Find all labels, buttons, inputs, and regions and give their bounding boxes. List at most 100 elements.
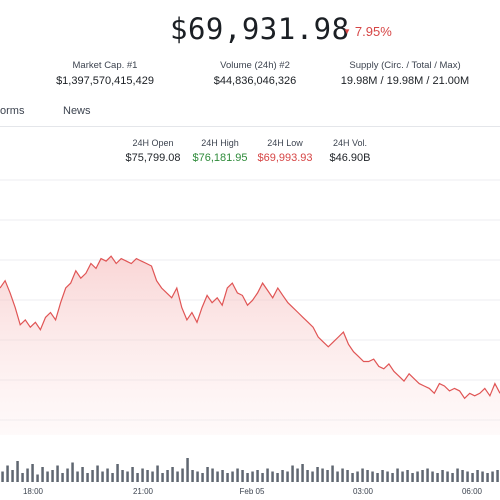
volume-bar <box>471 473 474 482</box>
stat-value: $44,836,046,326 <box>213 75 297 87</box>
volume-bar <box>146 470 149 482</box>
volume-bar <box>131 467 134 482</box>
volume-bars <box>1 458 499 482</box>
volume-bar <box>171 467 174 482</box>
volume-bar <box>36 474 39 482</box>
volume-bar <box>366 470 369 482</box>
volume-bar <box>221 470 224 482</box>
x-tick-label: 21:00 <box>133 487 154 496</box>
volume-bar <box>306 470 309 482</box>
volume-bar <box>446 471 449 482</box>
volume-bar <box>256 470 259 482</box>
volume-bar <box>461 470 464 482</box>
volume-bar <box>66 468 69 482</box>
volume-bar <box>206 467 209 482</box>
stat-label: Volume (24h) #2 <box>220 60 290 71</box>
volume-bar <box>491 471 494 482</box>
price-change: ▼ 7.95% <box>343 24 392 39</box>
stat-volume: Volume (24h) #2 $44,836,046,326 <box>195 60 315 87</box>
volume-bar <box>31 464 34 482</box>
volume-bar <box>21 473 24 482</box>
volume-bar <box>201 473 204 482</box>
stat-market-cap: Market Cap. #1 $1,397,570,415,429 <box>45 60 165 87</box>
stat-value: 19.98M / 19.98M / 21.00M <box>340 75 470 87</box>
tab-bar: orms News <box>0 98 500 127</box>
volume-bar <box>231 471 234 482</box>
volume-bar <box>166 470 169 482</box>
price-change-value: 7.95% <box>354 24 392 39</box>
x-tick-label: 06:00 <box>462 487 483 496</box>
volume-bar <box>246 473 249 482</box>
volume-bar <box>261 473 264 482</box>
volume-bar <box>91 470 94 482</box>
volume-bar <box>351 473 354 482</box>
volume-bar <box>401 471 404 482</box>
volume-bar <box>11 470 14 482</box>
ohlc-value: $69,993.93 <box>257 152 313 164</box>
volume-bar <box>321 468 324 482</box>
volume-bar <box>151 471 154 482</box>
price-area <box>0 256 500 435</box>
volume-bar <box>336 471 339 482</box>
volume-bar <box>266 468 269 482</box>
volume-bar <box>156 465 159 482</box>
x-tick-label: 03:00 <box>353 487 374 496</box>
volume-bar <box>426 468 429 482</box>
ohlc-value: $46.90B <box>329 152 371 164</box>
tab-news[interactable]: News <box>63 105 91 117</box>
volume-bar <box>356 471 359 482</box>
volume-bar <box>226 473 229 482</box>
volume-bar <box>481 471 484 482</box>
volume-bar <box>211 468 214 482</box>
volume-bar <box>386 471 389 482</box>
volume-bar <box>496 470 499 482</box>
stat-supply: Supply (Circ. / Total / Max) 19.98M / 19… <box>330 60 480 87</box>
price-line <box>0 255 500 400</box>
volume-bar <box>186 458 189 482</box>
ohlc-high: 24H High $76,181.95 <box>186 138 254 164</box>
price-chart[interactable]: 18:00 21:00 Feb 05 03:00 06:00 <box>0 170 500 500</box>
volume-bar <box>436 473 439 482</box>
volume-bar <box>276 473 279 482</box>
stat-value: $1,397,570,415,429 <box>56 75 154 87</box>
ohlc-value: $76,181.95 <box>192 152 248 164</box>
volume-bar <box>106 468 109 482</box>
stat-label: Market Cap. #1 <box>72 60 138 71</box>
volume-bar <box>136 473 139 482</box>
volume-bar <box>456 468 459 482</box>
ohlc-label: 24H Low <box>267 138 303 148</box>
volume-bar <box>181 468 184 482</box>
volume-bar <box>61 473 64 482</box>
ohlc-low: 24H Low $69,993.93 <box>250 138 320 164</box>
volume-bar <box>71 462 74 482</box>
stat-label: Supply (Circ. / Total / Max) <box>349 60 461 71</box>
volume-bar <box>326 470 329 482</box>
volume-bar <box>281 470 284 482</box>
volume-bar <box>291 465 294 482</box>
volume-bar <box>286 471 289 482</box>
ohlc-open: 24H Open $75,799.08 <box>118 138 188 164</box>
volume-bar <box>416 471 419 482</box>
volume-bar <box>111 473 114 482</box>
volume-bar <box>361 468 364 482</box>
ohlc-value: $75,799.08 <box>125 152 181 164</box>
volume-bar <box>341 468 344 482</box>
volume-bar <box>126 471 129 482</box>
volume-bar <box>41 467 44 482</box>
tab-forms[interactable]: orms <box>0 105 25 117</box>
volume-bar <box>431 471 434 482</box>
x-tick-label: Feb 05 <box>240 487 265 496</box>
volume-bar <box>141 468 144 482</box>
volume-bar <box>371 471 374 482</box>
volume-bar <box>56 465 59 482</box>
price-header: $69,931.98 ▼ 7.95% <box>0 12 500 52</box>
volume-bar <box>161 473 164 482</box>
volume-bar <box>301 464 304 482</box>
volume-bar <box>121 470 124 482</box>
volume-bar <box>196 471 199 482</box>
volume-bar <box>101 471 104 482</box>
volume-bar <box>421 470 424 482</box>
volume-bar <box>376 473 379 482</box>
volume-bar <box>331 465 334 482</box>
ohlc-volume: 24H Vol. $46.90B <box>322 138 378 164</box>
